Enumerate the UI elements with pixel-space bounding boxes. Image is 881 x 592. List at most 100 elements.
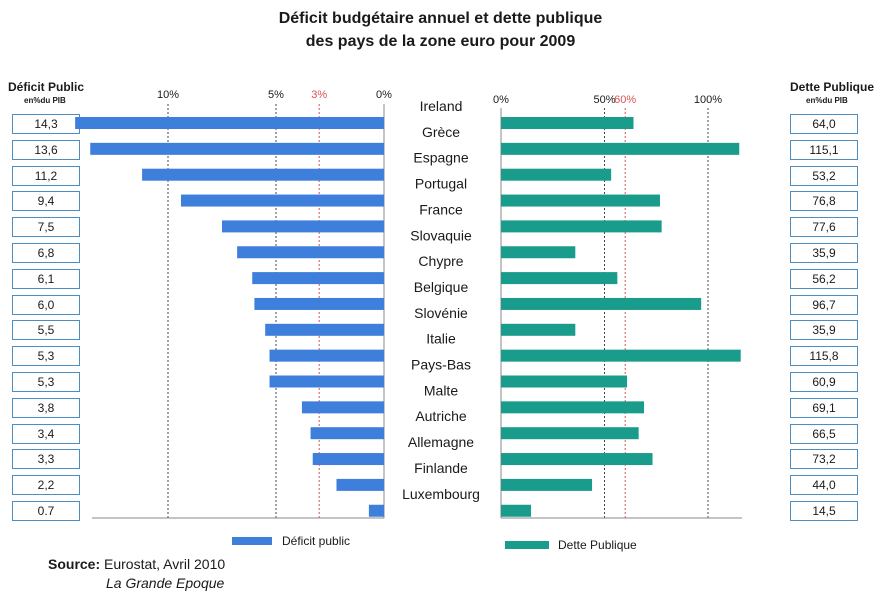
publisher: La Grande Epoque	[106, 575, 225, 591]
deficit-tick-label: 0%	[376, 89, 392, 101]
debt-legend-label: Dette Publique	[558, 538, 637, 552]
debt-bar	[501, 323, 576, 336]
debt-value-box: 53,2	[790, 165, 858, 186]
debt-bar	[501, 142, 740, 155]
country-label: Slovaquie	[410, 227, 472, 243]
deficit-value-box: 14,3	[12, 114, 80, 134]
right-column-unit: en%du PIB	[806, 96, 848, 105]
deficit-value-box: 5,3	[12, 372, 80, 392]
debt-bar	[501, 194, 660, 207]
country-label: Grèce	[422, 124, 460, 140]
debt-value-box: 66,5	[790, 423, 858, 444]
country-label: Allemagne	[408, 434, 474, 450]
debt-value-box: 115,1	[790, 139, 858, 160]
debt-value-box: 35,9	[790, 243, 858, 263]
debt-bar	[501, 168, 612, 181]
debt-value-box: 44,0	[790, 475, 858, 496]
deficit-value-box: 9,4	[12, 191, 80, 212]
debt-value-box: 35,9	[790, 320, 858, 341]
country-label: Malte	[424, 382, 458, 398]
debt-value-box: 56,2	[790, 268, 858, 289]
left-column-header: Déficit Public	[8, 80, 85, 94]
deficit-bar	[254, 297, 384, 310]
deficit-bar	[180, 194, 384, 207]
debt-bar	[501, 478, 593, 491]
deficit-legend-swatch	[232, 537, 272, 545]
left-column-unit: en%du PIB	[24, 96, 66, 105]
debt-value-box: 77,6	[790, 217, 858, 238]
deficit-value-box: 13,6	[12, 139, 80, 160]
country-label: Espagne	[413, 150, 468, 166]
deficit-bar	[265, 323, 384, 336]
debt-tick-label: 50%	[593, 94, 615, 106]
debt-bar	[501, 453, 653, 466]
debt-bar	[501, 504, 532, 517]
deficit-bar	[269, 349, 384, 362]
debt-bar	[501, 117, 634, 129]
debt-value-box: 64,0	[790, 114, 858, 134]
country-label: Ireland	[420, 98, 463, 114]
deficit-bar	[237, 246, 384, 259]
debt-bar	[501, 401, 645, 414]
deficit-value-box: 5,3	[12, 346, 80, 367]
deficit-bar	[142, 168, 384, 181]
deficit-bar	[368, 504, 384, 517]
chart-title-line-2: des pays de la zone euro pour 2009	[305, 33, 576, 50]
deficit-bar	[75, 117, 385, 129]
debt-bar	[501, 272, 618, 285]
debt-bar	[501, 297, 702, 310]
country-label: Chypre	[418, 253, 463, 269]
deficit-bar	[301, 401, 384, 414]
country-label: Luxembourg	[402, 486, 480, 502]
deficit-value-box: 0.7	[12, 501, 80, 521]
debt-tick-label: 100%	[694, 94, 722, 106]
debt-value-box: 96,7	[790, 294, 858, 315]
country-label: Slovénie	[414, 305, 468, 321]
debt-bar	[501, 349, 741, 362]
country-label: France	[419, 201, 463, 217]
deficit-bar	[252, 272, 384, 285]
chart-title-line-1: Déficit budgétaire annuel et dette publi…	[278, 10, 603, 27]
country-label: Finlande	[414, 460, 468, 476]
deficit-bar	[312, 453, 384, 466]
debt-value-box: 73,2	[790, 449, 858, 470]
debt-bar	[501, 427, 639, 440]
source-text: Eurostat, Avril 2010	[100, 556, 226, 572]
country-label: Autriche	[415, 408, 467, 424]
deficit-tick-label: 5%	[268, 89, 284, 101]
deficit-tick-label: 3%	[311, 89, 327, 101]
debt-value-box: 76,8	[790, 191, 858, 212]
deficit-bar	[269, 375, 384, 388]
debt-bar	[501, 220, 662, 233]
country-label: Pays-Bas	[411, 357, 471, 373]
deficit-value-box: 6,0	[12, 294, 80, 315]
debt-tick-label: 0%	[493, 94, 509, 106]
debt-value-box: 60,9	[790, 372, 858, 392]
deficit-value-box: 6,1	[12, 268, 80, 289]
deficit-value-box: 3,3	[12, 449, 80, 470]
deficit-value-box: 11,2	[12, 165, 80, 186]
debt-bar	[501, 246, 576, 259]
deficit-bar	[90, 142, 385, 155]
deficit-value-box: 7,5	[12, 217, 80, 238]
deficit-bar	[310, 427, 384, 440]
debt-tick-label: 60%	[614, 94, 636, 106]
right-column-header: Dette Publique	[790, 80, 875, 94]
debt-legend-swatch	[505, 541, 549, 549]
country-label: Italie	[426, 331, 456, 347]
deficit-value-box: 2,2	[12, 475, 80, 496]
deficit-bar	[222, 220, 384, 233]
debt-value-box: 115,8	[790, 346, 858, 367]
deficit-value-box: 3,8	[12, 397, 80, 418]
deficit-value-box: 6,8	[12, 243, 80, 263]
deficit-legend-label: Déficit public	[282, 534, 350, 548]
country-label: Portugal	[415, 176, 467, 192]
source-line: Source: Eurostat, Avril 2010	[48, 556, 225, 572]
debt-value-box: 69,1	[790, 397, 858, 418]
deficit-bar	[336, 478, 384, 491]
debt-value-box: 14,5	[790, 501, 858, 521]
deficit-value-box: 3,4	[12, 423, 80, 444]
debt-bar	[501, 375, 628, 388]
source-label: Source:	[48, 556, 101, 572]
